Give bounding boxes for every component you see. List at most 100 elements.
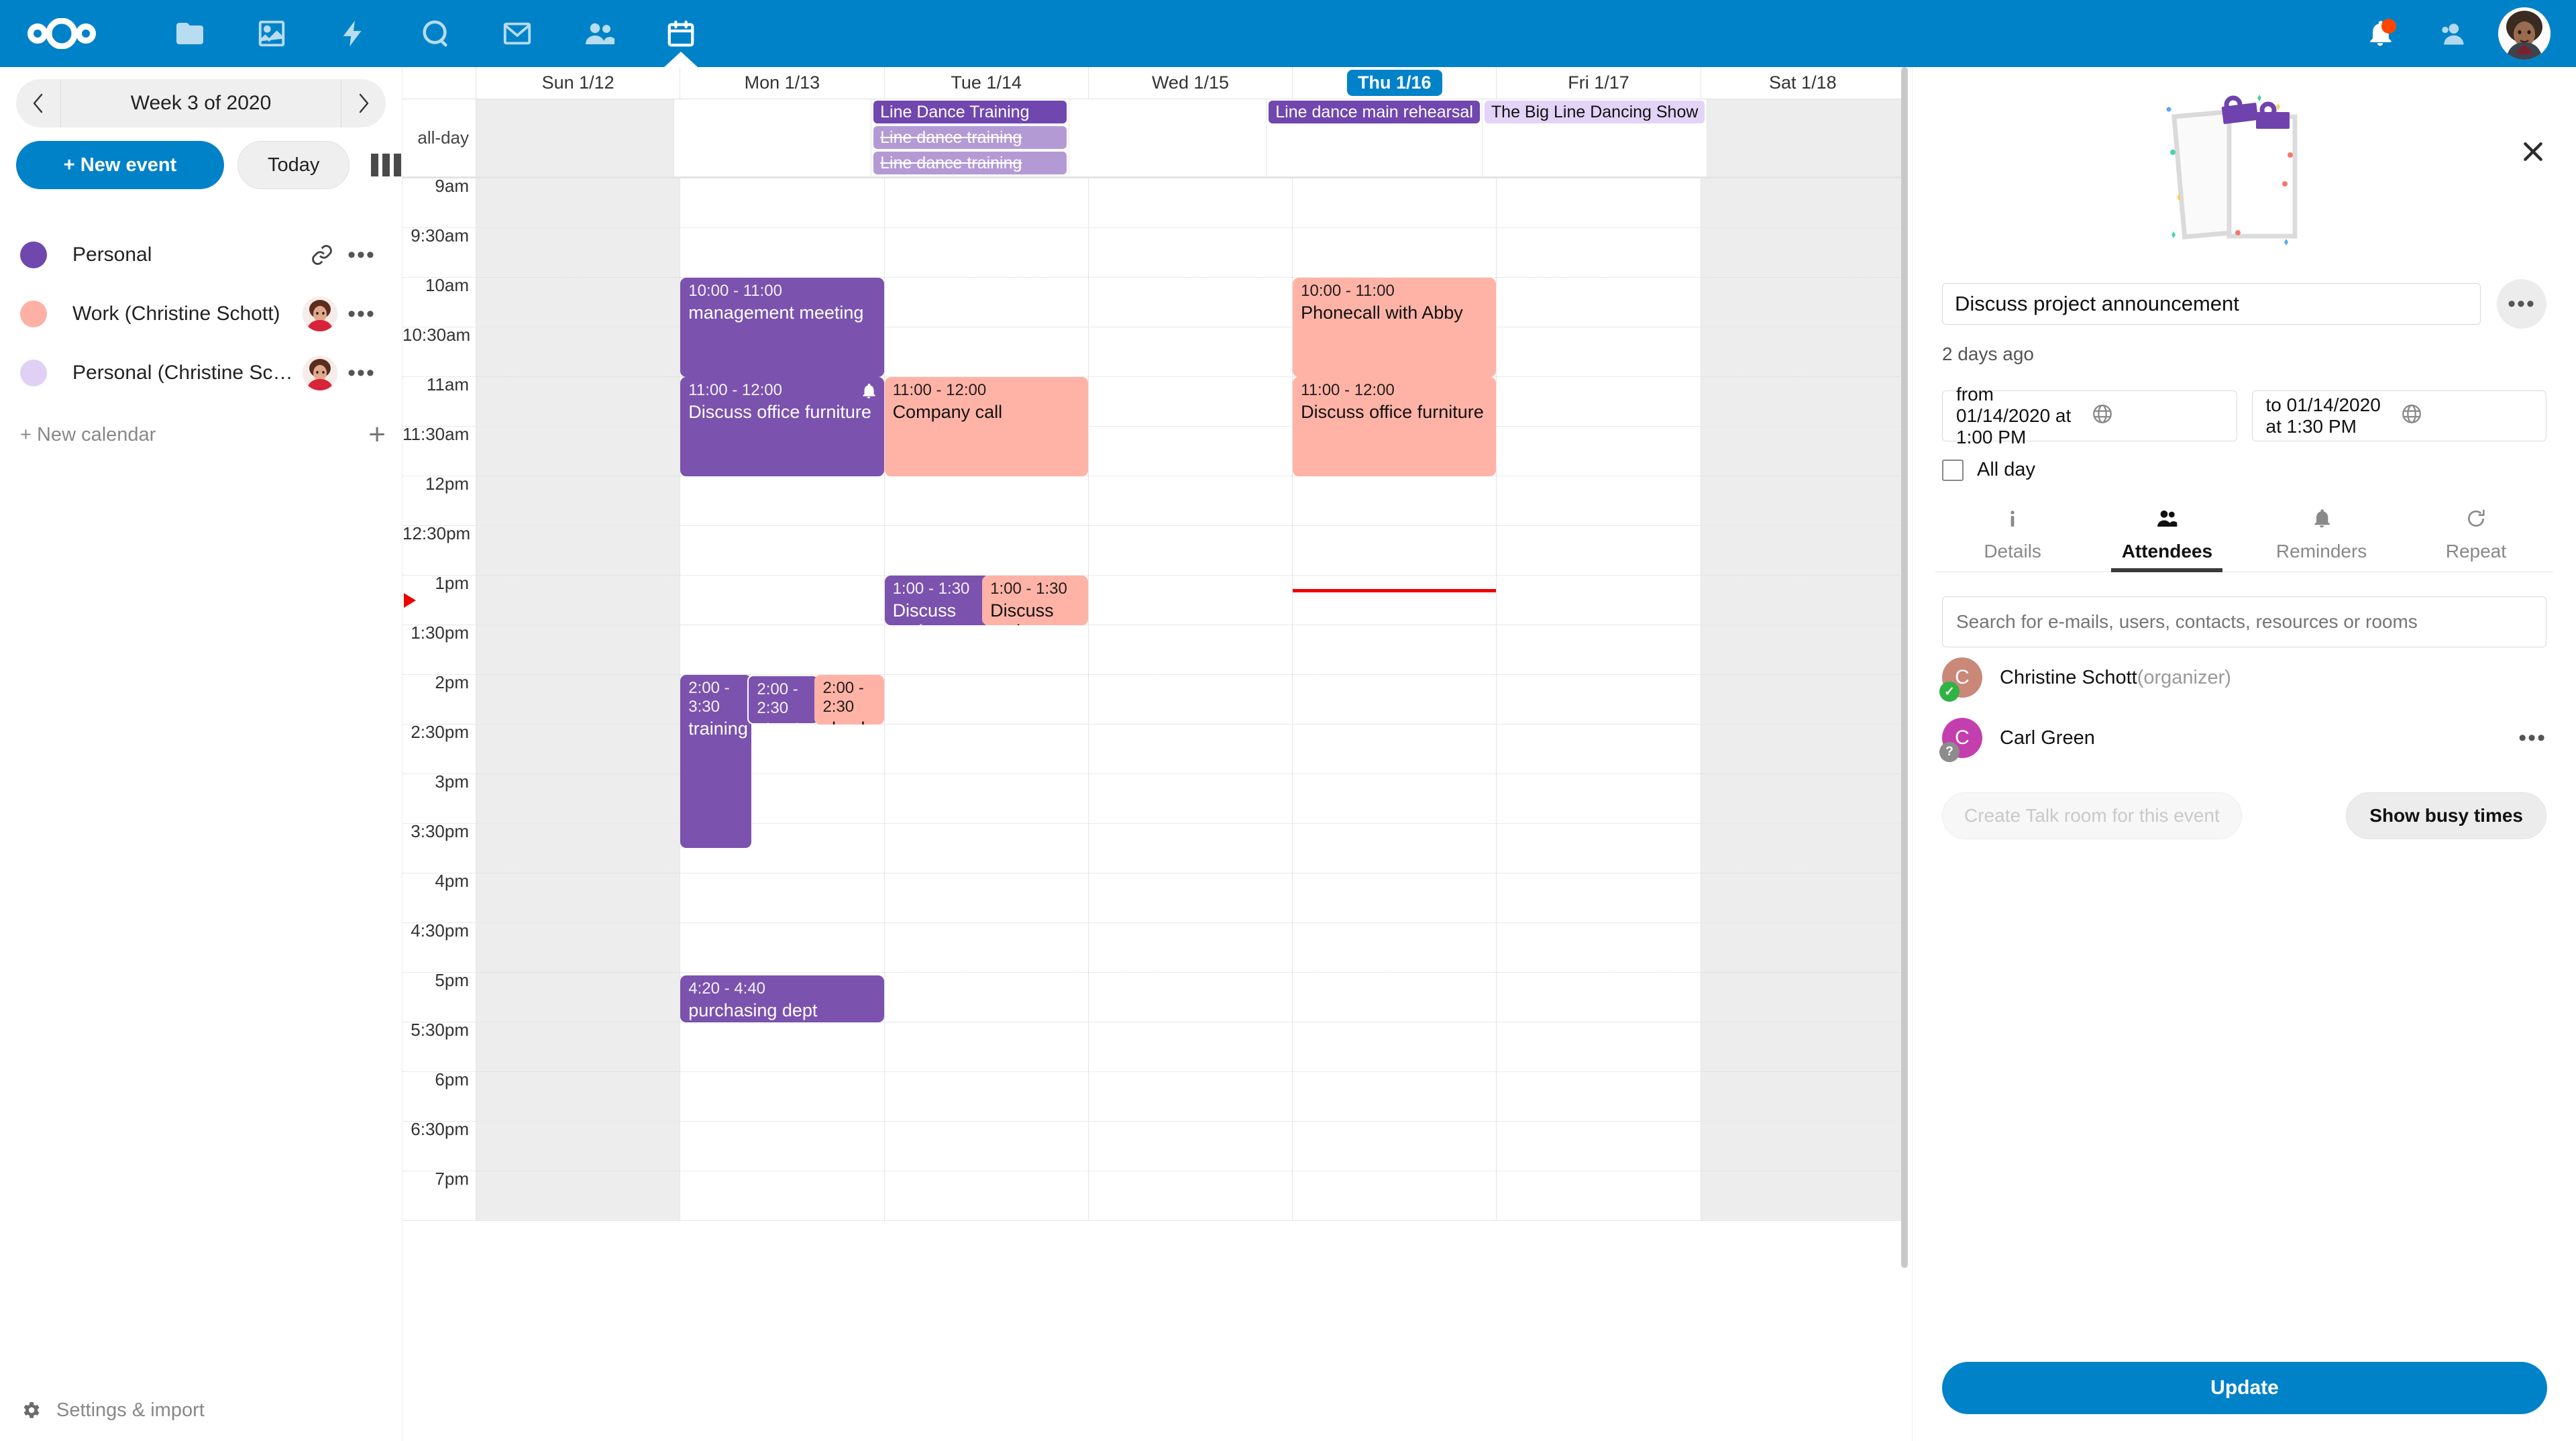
- time-slot[interactable]: [476, 1122, 680, 1171]
- globe-icon[interactable]: [2400, 403, 2535, 430]
- time-slot[interactable]: [1088, 427, 1293, 476]
- time-slot[interactable]: [1497, 1072, 1701, 1122]
- time-slot[interactable]: [680, 1072, 884, 1122]
- event-training[interactable]: 2:00 - 3:30 training: [680, 675, 752, 848]
- time-slot[interactable]: [476, 1022, 680, 1072]
- time-slot[interactable]: [1088, 1171, 1293, 1221]
- time-slot[interactable]: [1497, 725, 1701, 774]
- today-button[interactable]: Today: [237, 141, 350, 189]
- time-slot[interactable]: [1497, 1022, 1701, 1072]
- time-slot[interactable]: [884, 1022, 1088, 1072]
- show-busy-times-button[interactable]: Show busy times: [2346, 792, 2546, 839]
- calendar-menu-button[interactable]: •••: [347, 360, 376, 386]
- time-slot[interactable]: [884, 675, 1088, 725]
- time-slot[interactable]: [1088, 625, 1293, 675]
- time-slot[interactable]: [680, 1022, 884, 1072]
- day-header-thu-today[interactable]: Thu 1/16: [1293, 67, 1497, 99]
- time-slot[interactable]: [680, 476, 884, 526]
- event-phonecall-with-abby[interactable]: 10:00 - 11:00 Phonecall with Abby: [1293, 278, 1497, 377]
- time-slot[interactable]: [1701, 725, 1904, 774]
- day-header-mon[interactable]: Mon 1/13: [680, 67, 885, 99]
- calendar-item-personal-christine-schott[interactable]: Personal (Christine Scho... •••: [0, 343, 402, 403]
- time-slot[interactable]: [884, 278, 1088, 327]
- time-slot[interactable]: [1497, 1171, 1701, 1221]
- calendar-item-work-christine-schott[interactable]: Work (Christine Schott) •••: [0, 284, 402, 343]
- day-header-wed[interactable]: Wed 1/15: [1089, 67, 1293, 99]
- time-slot[interactable]: [476, 327, 680, 377]
- time-slot[interactable]: [1293, 675, 1497, 725]
- time-slot[interactable]: [1497, 427, 1701, 476]
- time-slot[interactable]: [476, 278, 680, 327]
- time-slot[interactable]: [680, 873, 884, 923]
- time-slot[interactable]: [1293, 973, 1497, 1022]
- time-slot[interactable]: [1088, 675, 1293, 725]
- time-slot[interactable]: [1701, 476, 1904, 526]
- time-slot[interactable]: [476, 923, 680, 973]
- time-slot[interactable]: [884, 228, 1088, 278]
- all-day-event[interactable]: Line dance training: [873, 152, 1067, 174]
- time-slot[interactable]: [1088, 774, 1293, 824]
- time-slot[interactable]: [1497, 228, 1701, 278]
- time-slot[interactable]: [1293, 228, 1497, 278]
- time-slot[interactable]: [1088, 973, 1293, 1022]
- settings-import-link[interactable]: Settings & import: [0, 1379, 402, 1441]
- time-slot[interactable]: [1497, 774, 1701, 824]
- time-slot[interactable]: [476, 824, 680, 873]
- time-slot[interactable]: [1293, 476, 1497, 526]
- contacts-menu-icon[interactable]: [2416, 0, 2489, 67]
- event-discuss-project-salmon[interactable]: 1:00 - 1:30 Discuss project: [982, 576, 1088, 625]
- time-slot[interactable]: [884, 327, 1088, 377]
- all-day-col-wed[interactable]: [1069, 99, 1267, 176]
- tab-repeat[interactable]: Repeat: [2399, 508, 2553, 572]
- new-event-button[interactable]: + New event: [16, 141, 224, 189]
- time-slot[interactable]: [1497, 178, 1701, 228]
- time-slot[interactable]: [1497, 377, 1701, 427]
- time-slot[interactable]: [680, 923, 884, 973]
- time-slot[interactable]: [1497, 327, 1701, 377]
- calendar-menu-button[interactable]: •••: [347, 301, 376, 327]
- mail-icon[interactable]: [476, 0, 558, 67]
- notifications-bell-icon[interactable]: [2344, 0, 2416, 67]
- time-slot[interactable]: [1497, 923, 1701, 973]
- day-column-thu[interactable]: 10:00 - 11:00 Phonecall with Abby 11:00 …: [1293, 178, 1497, 1221]
- event-start-date-field[interactable]: from 01/14/2020 at 1:00 PM: [1942, 384, 2237, 447]
- week-label[interactable]: Week 3 of 2020: [60, 79, 341, 127]
- new-calendar-button[interactable]: + New calendar +: [0, 408, 402, 462]
- all-day-checkbox-label[interactable]: All day: [1977, 459, 2036, 480]
- day-header-fri[interactable]: Fri 1/17: [1497, 67, 1701, 99]
- day-header-tue[interactable]: Tue 1/14: [885, 67, 1089, 99]
- time-slot[interactable]: [1701, 1122, 1904, 1171]
- photos-icon[interactable]: [231, 0, 313, 67]
- all-day-event[interactable]: Line dance main rehearsal: [1269, 101, 1480, 123]
- time-slot[interactable]: [1088, 377, 1293, 427]
- time-slot[interactable]: [1701, 675, 1904, 725]
- time-slot[interactable]: [476, 973, 680, 1022]
- tab-reminders[interactable]: Reminders: [2245, 508, 2399, 572]
- all-day-col-thu[interactable]: Line dance main rehearsal: [1267, 99, 1483, 176]
- time-slot[interactable]: [1088, 824, 1293, 873]
- time-slot[interactable]: [1293, 1122, 1497, 1171]
- time-slot[interactable]: [1701, 178, 1904, 228]
- time-slot[interactable]: [476, 178, 680, 228]
- time-slot[interactable]: [1701, 526, 1904, 576]
- all-day-col-sat[interactable]: [1707, 99, 1905, 176]
- time-slot[interactable]: [884, 625, 1088, 675]
- time-slot[interactable]: [884, 923, 1088, 973]
- time-slot[interactable]: [1293, 774, 1497, 824]
- time-slot[interactable]: [1088, 873, 1293, 923]
- time-slot[interactable]: [476, 377, 680, 427]
- time-slot[interactable]: [1701, 774, 1904, 824]
- week-view-toggle-icon[interactable]: [371, 154, 402, 176]
- time-slot[interactable]: [1293, 576, 1497, 625]
- event-discuss-project-announcement-purple[interactable]: 1:00 - 1:30 Discuss project announcement: [884, 576, 991, 625]
- contacts-icon[interactable]: [558, 0, 640, 67]
- time-slot[interactable]: [1088, 923, 1293, 973]
- time-slot[interactable]: [1293, 178, 1497, 228]
- time-slot[interactable]: [1497, 824, 1701, 873]
- time-slot[interactable]: [1497, 625, 1701, 675]
- all-day-col-mon[interactable]: [674, 99, 872, 176]
- time-slot[interactable]: [1701, 576, 1904, 625]
- day-header-sun[interactable]: Sun 1/12: [476, 67, 681, 99]
- time-slot[interactable]: [1497, 675, 1701, 725]
- time-slot[interactable]: [1088, 1022, 1293, 1072]
